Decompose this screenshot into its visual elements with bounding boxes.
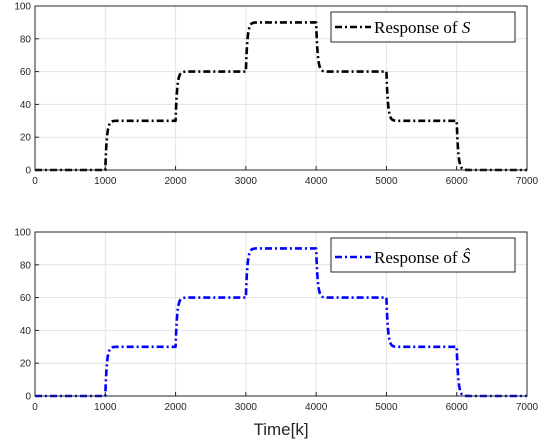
x-tick-label: 3000 [235, 176, 258, 187]
chart-response-s-hat: 0 1000 2000 3000 4000 5000 6000 7000 0 20 40 60 80 1… [14, 228, 538, 440]
legend-label: Response of Ŝ [374, 248, 471, 267]
y-tick-label: 100 [14, 2, 31, 13]
chart-response-s: 0 1000 2000 3000 4000 5000 6000 7000 0 20 40 60 80 1… [14, 2, 538, 188]
x-axis-ticks: 0 1000 2000 3000 4000 5000 6000 7000 [32, 166, 539, 187]
y-tick-label: 80 [20, 260, 32, 271]
x-axis-ticks: 0 1000 2000 3000 4000 5000 6000 7000 [32, 392, 539, 413]
axes-frame [34, 231, 528, 397]
x-tick-label: 4000 [305, 176, 328, 187]
y-tick-label: 40 [20, 326, 32, 337]
x-tick-label: 7000 [516, 176, 539, 187]
y-tick-label: 20 [20, 359, 32, 370]
legend-label: Response of S [374, 18, 471, 37]
series-line [34, 247, 528, 398]
x-axis-label: Time[k] [253, 420, 308, 439]
x-tick-label: 6000 [446, 402, 469, 413]
y-axis-ticks: 0 20 40 60 80 100 [14, 228, 39, 403]
y-tick-label: 0 [25, 166, 31, 177]
legend-text: Response of [374, 248, 462, 267]
y-tick-label: 0 [25, 392, 31, 403]
x-tick-label: 3000 [235, 402, 258, 413]
series-line [34, 21, 528, 172]
y-tick-label: 20 [20, 133, 32, 144]
legend-symbol: Ŝ [462, 248, 471, 267]
axes-frame [34, 5, 528, 171]
x-tick-label: 0 [32, 176, 38, 187]
x-tick-label: 7000 [516, 402, 539, 413]
legend-symbol: S [462, 18, 471, 37]
x-tick-label: 2000 [164, 402, 187, 413]
y-tick-label: 100 [14, 228, 31, 239]
x-tick-label: 5000 [375, 176, 398, 187]
y-tick-label: 60 [20, 67, 32, 78]
x-tick-label: 1000 [94, 402, 117, 413]
legend-text: Response of [374, 18, 462, 37]
y-axis-ticks: 0 20 40 60 80 100 [14, 2, 39, 177]
y-tick-label: 80 [20, 34, 32, 45]
y-tick-label: 60 [20, 293, 32, 304]
legend: Response of S [330, 11, 516, 43]
y-tick-label: 40 [20, 100, 32, 111]
x-tick-label: 6000 [446, 176, 469, 187]
x-tick-label: 5000 [375, 402, 398, 413]
x-tick-label: 2000 [164, 176, 187, 187]
x-tick-label: 1000 [94, 176, 117, 187]
series-group [34, 247, 528, 398]
legend-box [330, 237, 516, 273]
x-tick-label: 4000 [305, 402, 328, 413]
series-group [34, 21, 528, 172]
legend: Response of Ŝ [330, 237, 516, 273]
x-tick-label: 0 [32, 402, 38, 413]
